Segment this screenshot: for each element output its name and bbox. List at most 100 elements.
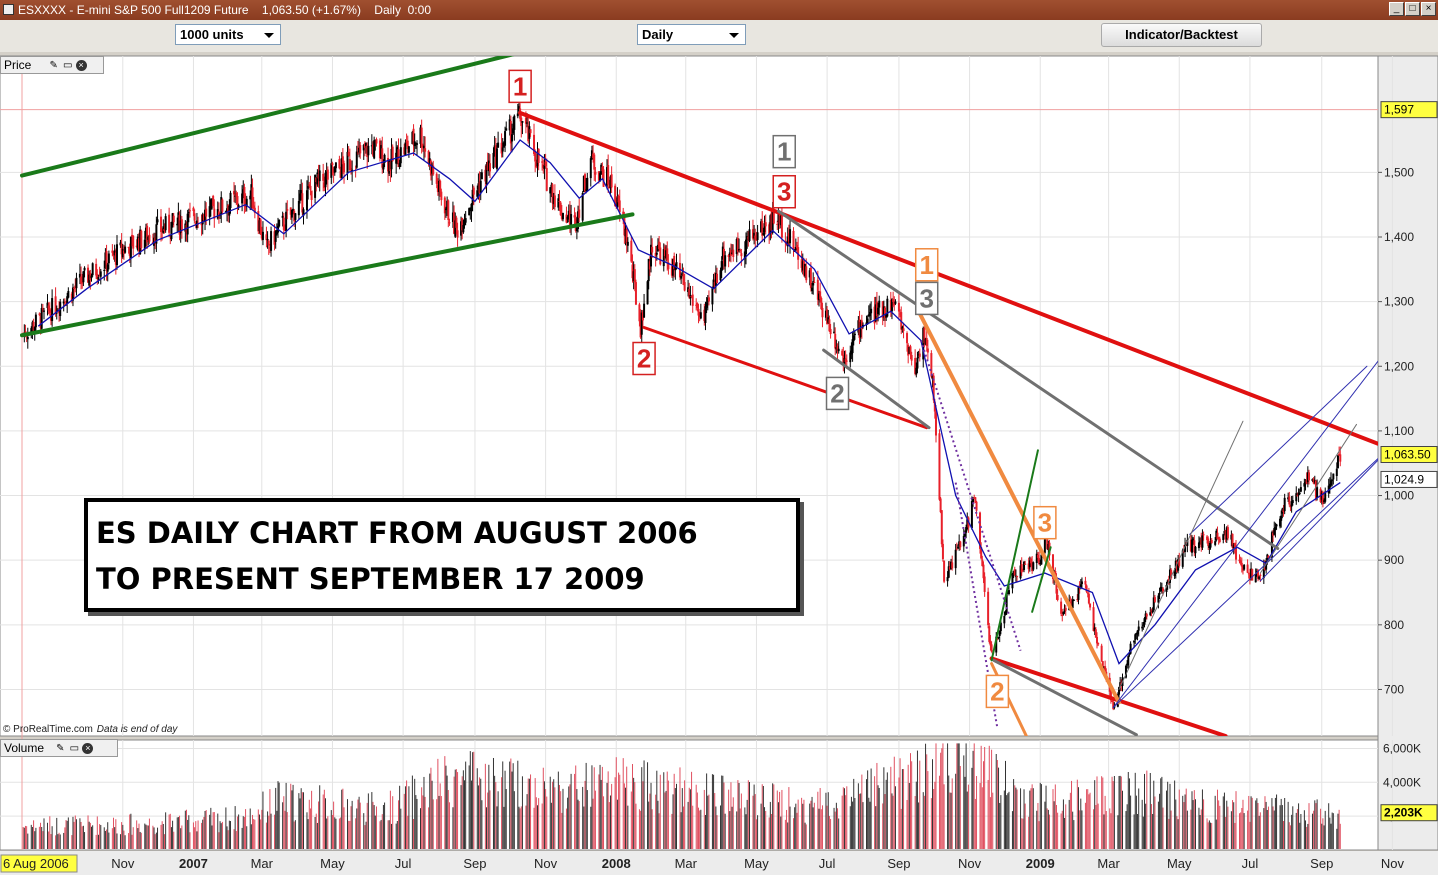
price-bar-body: [617, 196, 620, 203]
maximize-button[interactable]: □: [1405, 2, 1420, 16]
price-bar-body: [1222, 534, 1225, 541]
price-bar-body: [447, 200, 450, 220]
price-bar-body: [404, 142, 407, 155]
price-bar-body: [1321, 492, 1324, 504]
price-bar-body: [322, 173, 325, 181]
price-tick-label: 1,100: [1384, 424, 1414, 438]
price-bar-body: [1144, 613, 1147, 620]
period-select[interactable]: Daily: [637, 24, 746, 45]
price-bar-body: [1314, 480, 1317, 500]
price-bar-body: [845, 360, 848, 362]
time-axis-area: [0, 851, 1438, 875]
price-bar-body: [729, 249, 732, 256]
price-bar-body: [786, 236, 789, 247]
price-bar-body: [1157, 595, 1160, 603]
price-bar-body: [1266, 554, 1269, 560]
price-bar-body: [1016, 575, 1019, 577]
price-bar-body: [273, 231, 276, 245]
price-bar-body: [1119, 682, 1122, 687]
price-bar-body: [990, 644, 993, 652]
wrench-icon[interactable]: ✎: [56, 742, 65, 754]
price-bar-body: [801, 261, 804, 271]
price-bar-body: [511, 134, 514, 142]
price-bar-body: [1175, 561, 1178, 573]
price-bar-body: [849, 352, 852, 363]
price-bar-body: [244, 203, 247, 208]
price-bar-body: [512, 128, 515, 134]
price-bar-body: [1289, 506, 1292, 508]
price-bar-body: [348, 158, 351, 171]
indicator-backtest-button[interactable]: Indicator/Backtest: [1101, 23, 1262, 47]
price-bar-body: [772, 212, 775, 224]
price-bar-body: [780, 213, 783, 238]
price-bar-body: [837, 348, 840, 352]
price-bar-body: [1047, 543, 1050, 551]
price-bar-body: [96, 273, 99, 280]
price-bar-body: [359, 144, 362, 154]
price-bar-body: [39, 316, 42, 328]
credit-note: Data is end of day: [96, 724, 178, 735]
close-icon[interactable]: ×: [82, 743, 94, 755]
price-bar-body: [853, 333, 856, 336]
units-select[interactable]: 1000 units: [175, 24, 281, 45]
price-bar-body: [1296, 495, 1299, 497]
price-bar-body: [631, 264, 634, 279]
wrench-icon[interactable]: ✎: [49, 59, 58, 71]
price-bar-body: [1019, 565, 1022, 579]
price-bar-body: [914, 357, 917, 374]
price-bar-body: [643, 303, 646, 318]
window-icon[interactable]: ▭: [69, 742, 80, 754]
wave-label: 3: [914, 281, 939, 316]
price-bar-body: [812, 281, 815, 286]
trendline: [1031, 546, 1052, 613]
price-bar-body: [1226, 527, 1229, 539]
price-bar-body: [289, 207, 292, 215]
price-bar-body: [1056, 594, 1059, 600]
price-bar-body: [681, 273, 684, 275]
price-bar-body: [727, 255, 730, 257]
minimize-button[interactable]: _: [1389, 2, 1404, 16]
price-bar-body: [1097, 642, 1100, 645]
price-bar-body: [113, 250, 116, 256]
price-bar-body: [704, 306, 707, 323]
price-bar-body: [755, 238, 758, 241]
price-bar-body: [633, 269, 636, 283]
close-button[interactable]: ×: [1421, 2, 1436, 16]
price-bar-body: [549, 187, 552, 194]
trendline: [1259, 423, 1357, 574]
price-bar-body: [955, 548, 958, 550]
price-bar-body: [1320, 492, 1323, 500]
price-bar-body: [836, 346, 839, 351]
price-bar-body: [97, 277, 100, 280]
price-bar-body: [987, 591, 990, 626]
price-bar-body: [333, 166, 336, 173]
time-axis-start-marker: [0, 854, 78, 873]
price-bar-body: [690, 296, 693, 298]
price-bar-body: [274, 230, 277, 242]
price-bar-body: [1124, 665, 1127, 678]
price-bar-body: [932, 375, 935, 401]
price-bar-body: [875, 301, 878, 316]
price-bar-body: [1109, 690, 1112, 701]
price-bar-body: [916, 357, 919, 369]
price-bar-body: [1134, 634, 1137, 641]
price-bar-body: [835, 347, 838, 350]
time-tick-label: 2009: [1026, 856, 1055, 871]
price-bar-body: [212, 195, 215, 207]
price-bar-body: [119, 242, 122, 246]
price-bar-body: [464, 218, 467, 223]
price-bar-body: [129, 236, 132, 258]
price-bar-body: [736, 238, 739, 252]
price-bar-body: [618, 200, 621, 212]
price-bar-body: [1191, 539, 1193, 553]
close-icon[interactable]: ×: [75, 60, 87, 72]
price-bar-body: [910, 354, 913, 361]
price-bar-body: [951, 562, 954, 569]
price-bar-body: [1137, 626, 1140, 631]
price-bar-body: [699, 312, 702, 319]
price-bar-body: [1184, 544, 1187, 552]
price-bar-body: [495, 148, 498, 169]
volume-marker-box: [1380, 804, 1438, 822]
window-icon[interactable]: ▭: [62, 59, 73, 71]
